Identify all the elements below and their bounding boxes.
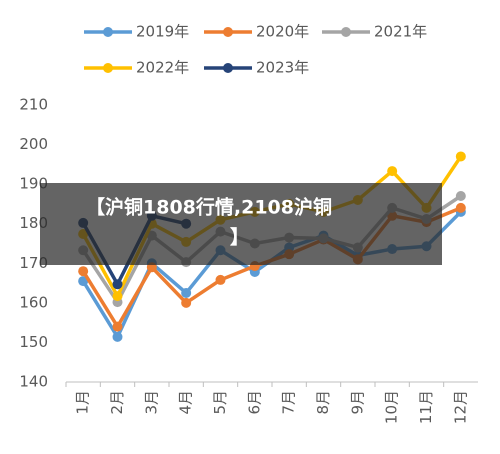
- legend-label: 2019年: [136, 23, 189, 41]
- legend-marker: [103, 27, 113, 37]
- x-tick-label: 12月: [451, 390, 469, 424]
- x-tick-label: 6月: [245, 390, 263, 415]
- banner-text: 】: [230, 226, 249, 249]
- x-tick-label: 3月: [142, 390, 160, 415]
- x-tick-label: 7月: [280, 390, 298, 415]
- point: [112, 321, 123, 332]
- legend-marker: [223, 63, 233, 73]
- y-tick-label: 140: [19, 373, 48, 391]
- x-tick-label: 5月: [211, 390, 229, 415]
- point: [112, 291, 123, 302]
- point: [78, 276, 89, 287]
- y-tick-label: 200: [19, 135, 48, 153]
- y-tick-label: 210: [19, 96, 48, 114]
- x-tick-label: 11月: [417, 390, 435, 424]
- point: [181, 297, 192, 308]
- legend-label: 2023年: [256, 59, 309, 77]
- point: [112, 331, 123, 342]
- point: [181, 287, 192, 298]
- legend-label: 2020年: [256, 23, 309, 41]
- point: [215, 274, 226, 285]
- banner-background: [40, 183, 442, 265]
- x-tick-label: 9月: [348, 390, 366, 415]
- point: [387, 166, 398, 177]
- x-tick-label: 1月: [74, 390, 92, 415]
- banner-text: 【沪铜1808行情,2108沪铜: [86, 196, 332, 219]
- legend-marker: [341, 27, 351, 37]
- legend-label: 2021年: [374, 23, 427, 41]
- point: [455, 202, 466, 213]
- point: [78, 266, 89, 277]
- x-tick-label: 2月: [108, 390, 126, 415]
- legend-label: 2022年: [136, 59, 189, 77]
- x-tick-label: 8月: [314, 390, 332, 415]
- x-tick-label: 4月: [177, 390, 195, 415]
- y-tick-label: 150: [19, 333, 48, 351]
- x-tick-label: 10月: [383, 390, 401, 424]
- legend-marker: [103, 63, 113, 73]
- y-tick-label: 160: [19, 293, 48, 311]
- legend-marker: [223, 27, 233, 37]
- point: [455, 191, 466, 202]
- point: [455, 151, 466, 162]
- point: [112, 279, 123, 290]
